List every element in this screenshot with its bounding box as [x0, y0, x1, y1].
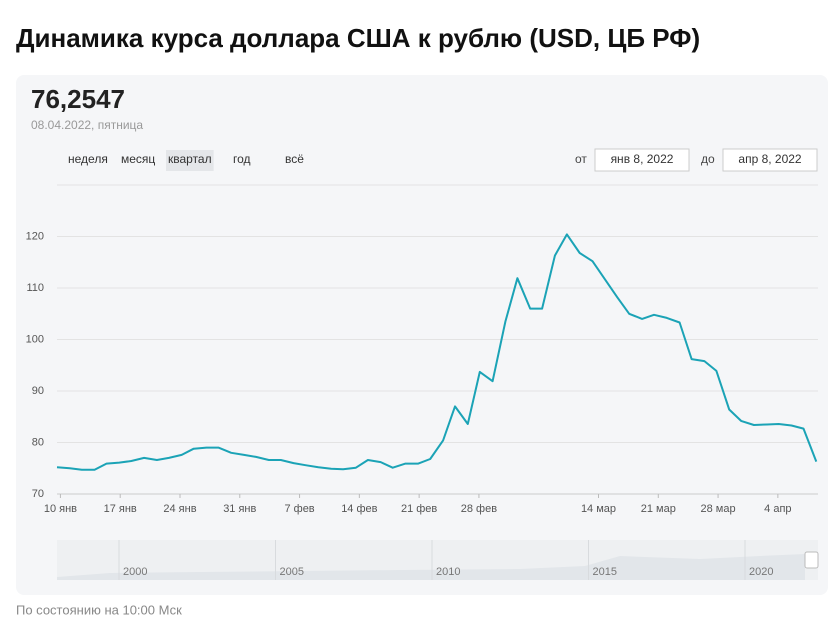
period-button[interactable]: месяц	[121, 152, 155, 166]
x-tick-label: 14 фев	[341, 503, 377, 515]
chart-card	[16, 75, 828, 595]
x-tick-label: 31 янв	[223, 503, 256, 515]
to-date[interactable]: апр 8, 2022	[738, 152, 802, 166]
from-date[interactable]: янв 8, 2022	[611, 152, 674, 166]
from-input[interactable]	[594, 148, 690, 172]
current-date: 08.04.2022, пятница	[31, 118, 143, 132]
y-tick-label: 90	[32, 385, 44, 397]
x-tick-label: 28 фев	[461, 503, 497, 515]
period-selected	[166, 150, 214, 171]
y-tick-label: 100	[26, 333, 44, 345]
period-button[interactable]: год	[233, 152, 251, 166]
navigator-year: 2005	[280, 566, 304, 578]
navigator-year: 2020	[749, 566, 773, 578]
current-value: 76,2547	[31, 84, 125, 114]
navigator-area	[57, 554, 805, 580]
period-button[interactable]: всё	[285, 152, 304, 166]
x-tick-label: 21 мар	[641, 503, 676, 515]
y-tick-label: 70	[32, 488, 44, 500]
y-tick-label: 80	[32, 436, 44, 448]
x-tick-label: 4 апр	[764, 503, 791, 515]
to-input[interactable]	[722, 148, 818, 172]
from-label: от	[575, 152, 587, 166]
navigator-year: 2015	[593, 566, 617, 578]
rate-line	[56, 233, 818, 471]
page-title: Динамика курса доллара США к рублю (USD,…	[16, 23, 700, 53]
navigator-handle[interactable]	[804, 551, 819, 569]
period-button[interactable]: квартал	[168, 152, 212, 166]
to-label: до	[701, 152, 715, 166]
period-button[interactable]: неделя	[68, 152, 108, 166]
x-tick-label: 21 фев	[401, 503, 437, 515]
x-tick-label: 7 фев	[284, 503, 314, 515]
navigator-year: 2010	[436, 566, 460, 578]
navigator-year: 2000	[123, 566, 147, 578]
x-tick-label: 17 янв	[104, 503, 137, 515]
x-tick-label: 28 мар	[701, 503, 736, 515]
y-tick-label: 110	[26, 282, 44, 294]
x-tick-label: 24 янв	[163, 503, 196, 515]
y-tick-label: 120	[26, 230, 44, 242]
footer-note: По состоянию на 10:00 Мск	[16, 602, 182, 617]
x-tick-label: 14 мар	[581, 503, 616, 515]
x-tick-label: 10 янв	[44, 503, 77, 515]
